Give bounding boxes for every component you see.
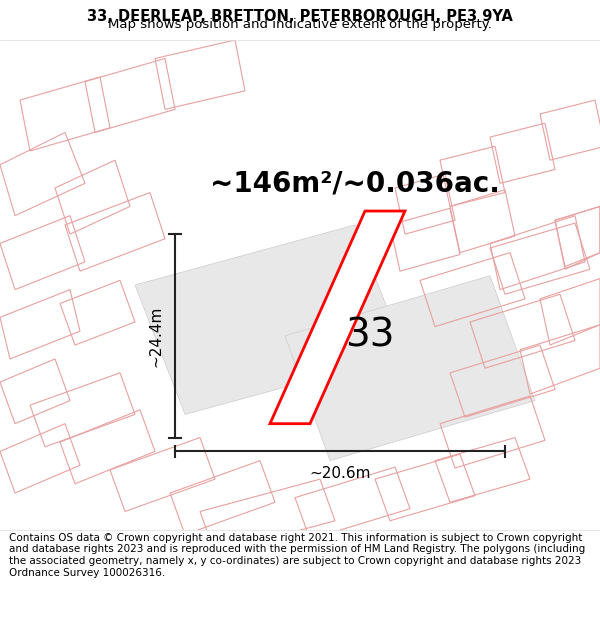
Text: ~24.4m: ~24.4m	[148, 305, 163, 366]
Polygon shape	[285, 276, 535, 461]
Text: ~20.6m: ~20.6m	[309, 466, 371, 481]
Text: 33: 33	[345, 317, 395, 355]
Text: ~146m²/~0.036ac.: ~146m²/~0.036ac.	[210, 169, 500, 198]
Text: 33, DEERLEAP, BRETTON, PETERBOROUGH, PE3 9YA: 33, DEERLEAP, BRETTON, PETERBOROUGH, PE3…	[87, 9, 513, 24]
Text: Map shows position and indicative extent of the property.: Map shows position and indicative extent…	[108, 18, 492, 31]
Polygon shape	[270, 211, 405, 424]
Text: Contains OS data © Crown copyright and database right 2021. This information is : Contains OS data © Crown copyright and d…	[9, 533, 585, 578]
Polygon shape	[135, 225, 405, 414]
